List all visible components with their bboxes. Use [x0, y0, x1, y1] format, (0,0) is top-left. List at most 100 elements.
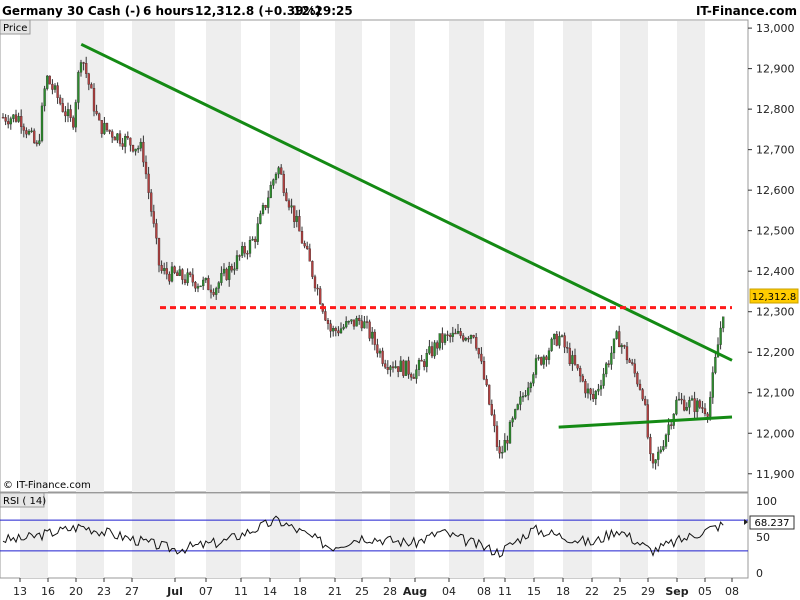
candle-body — [233, 268, 236, 271]
date-axis-tick-label: 05 — [698, 585, 712, 598]
candle-body — [493, 414, 496, 427]
candle-body — [407, 360, 410, 375]
candle-body — [267, 197, 270, 208]
candle-body — [555, 333, 558, 346]
candle-body — [612, 338, 616, 354]
candle-body — [77, 72, 80, 103]
price-axis-tick-label: 12,900 — [756, 63, 795, 76]
candle-body — [85, 63, 88, 74]
candle-body — [363, 321, 366, 329]
candle-body — [261, 205, 265, 214]
candle-body — [43, 88, 46, 107]
candle-body — [430, 346, 434, 357]
rsi-tag-text: 68.237 — [755, 518, 790, 529]
candle-body — [238, 255, 241, 257]
candle-body — [59, 97, 62, 104]
candle-body — [339, 328, 343, 334]
candle-body — [644, 398, 647, 405]
candle-body — [326, 320, 330, 324]
candle-body — [693, 398, 696, 412]
candle-body — [277, 167, 280, 175]
candle-body — [9, 118, 12, 125]
price-shade-band — [206, 21, 241, 492]
candle-body — [506, 440, 509, 444]
candle-body — [636, 373, 639, 385]
rsi-tag: 68.237 — [749, 515, 795, 530]
candle-body — [527, 387, 530, 396]
candle-body — [391, 366, 395, 369]
candle-body — [38, 140, 41, 145]
price-shade-band — [563, 21, 592, 492]
candle-body — [698, 400, 701, 408]
candle-body — [566, 347, 569, 349]
price-shade-band — [20, 21, 48, 492]
candle-body — [69, 109, 72, 118]
candle-body — [503, 440, 506, 453]
candle-body — [605, 363, 608, 375]
candle-body — [129, 137, 132, 146]
candle-body — [433, 342, 436, 357]
date-axis-tick-label: 16 — [41, 585, 55, 598]
price-axis-tick-label: 12,400 — [756, 265, 795, 278]
candle-body — [680, 398, 683, 401]
candle-body — [290, 205, 293, 208]
candle-body — [568, 347, 571, 365]
candle-body — [220, 273, 223, 283]
candle-body — [256, 223, 259, 242]
candle-body — [329, 323, 332, 332]
candle-body — [285, 192, 288, 201]
price-panel-label-box — [0, 19, 31, 35]
candle-body — [516, 404, 519, 410]
candle-body — [592, 393, 595, 400]
price-axis-tick-label: 13,000 — [756, 22, 795, 35]
date-axis-tick-label: 13 — [13, 585, 27, 598]
candle-body — [105, 122, 109, 131]
candle-body — [534, 358, 538, 375]
candle-body — [618, 331, 621, 348]
candle-body — [654, 459, 657, 464]
candle-body — [573, 355, 577, 365]
price-shade-band — [270, 21, 300, 492]
candle-body — [477, 348, 480, 355]
price-axis-tick-label: 11,900 — [756, 468, 795, 481]
date-axis-tick-label: 18 — [293, 585, 307, 598]
price-axis-tick-label: 12,600 — [756, 184, 795, 197]
candle-body — [553, 333, 556, 340]
candle-body — [443, 334, 447, 343]
candle-body — [412, 376, 415, 379]
candle-body — [183, 279, 187, 284]
candle-body — [722, 316, 725, 329]
candle-body — [384, 363, 387, 368]
candle-body — [610, 352, 613, 365]
candle-body — [264, 205, 267, 208]
candle-body — [230, 266, 233, 271]
price-tag-text: 12,312.8 — [752, 292, 797, 303]
date-axis-tick-label: 23 — [97, 585, 111, 598]
candle-body — [623, 345, 626, 347]
date-axis-tick-label: 15 — [527, 585, 541, 598]
candle-body — [173, 266, 176, 273]
rsi-tag-box — [749, 515, 795, 530]
candle-body — [436, 342, 439, 349]
candle-body — [482, 361, 486, 380]
candle-body — [571, 355, 574, 365]
candle-body — [165, 268, 168, 275]
candle-body — [657, 451, 660, 460]
candle-body — [46, 75, 49, 89]
candle-body — [30, 130, 33, 133]
price-axis-tick-label: 12,200 — [756, 346, 795, 359]
candle-body — [521, 395, 525, 398]
candle-body — [287, 200, 291, 208]
rsi-line — [2, 515, 724, 558]
candle-body — [246, 253, 249, 255]
candle-body — [25, 130, 28, 135]
candle-body — [131, 145, 135, 152]
rsi-axis-label-100: 100 — [756, 495, 777, 508]
candle-body — [207, 278, 210, 291]
candle-body — [511, 418, 514, 423]
candle-body — [308, 248, 311, 262]
candle-body — [469, 335, 473, 339]
candle-body — [248, 239, 252, 254]
candle-body — [212, 292, 215, 295]
candle-body — [449, 334, 452, 337]
